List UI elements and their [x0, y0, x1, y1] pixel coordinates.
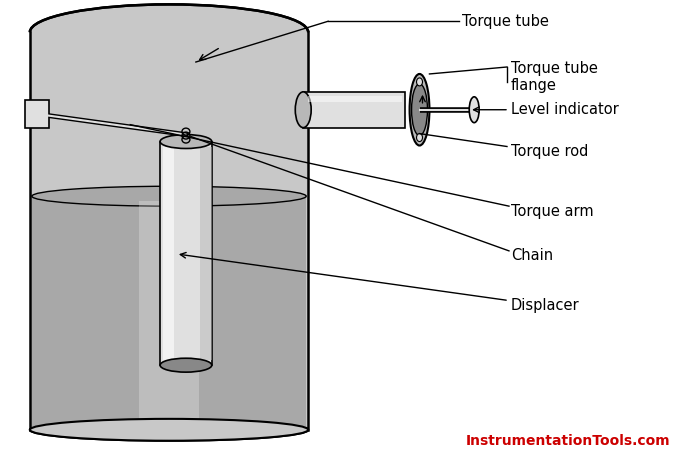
- Ellipse shape: [411, 84, 428, 136]
- Ellipse shape: [30, 4, 308, 60]
- Ellipse shape: [30, 419, 308, 441]
- Ellipse shape: [160, 135, 212, 148]
- Text: Torque tube: Torque tube: [462, 14, 549, 29]
- Ellipse shape: [295, 92, 311, 128]
- Polygon shape: [200, 147, 212, 360]
- Polygon shape: [32, 196, 306, 430]
- Polygon shape: [304, 92, 405, 128]
- Text: InstrumentationTools.com: InstrumentationTools.com: [465, 434, 670, 448]
- Polygon shape: [25, 100, 49, 128]
- Text: Chain: Chain: [511, 248, 553, 263]
- Polygon shape: [30, 32, 308, 430]
- Text: Torque arm: Torque arm: [511, 204, 593, 219]
- Ellipse shape: [469, 97, 479, 123]
- Ellipse shape: [416, 78, 422, 86]
- Text: Torque tube
flange: Torque tube flange: [511, 61, 598, 93]
- Ellipse shape: [30, 419, 308, 441]
- Ellipse shape: [416, 134, 422, 142]
- Ellipse shape: [160, 358, 212, 372]
- Ellipse shape: [32, 186, 306, 206]
- Text: Torque rod: Torque rod: [511, 144, 588, 159]
- Ellipse shape: [409, 74, 429, 146]
- Polygon shape: [160, 142, 212, 365]
- Polygon shape: [139, 201, 199, 425]
- Text: Displacer: Displacer: [511, 298, 580, 313]
- Polygon shape: [163, 147, 174, 360]
- Text: Level indicator: Level indicator: [511, 102, 619, 117]
- Polygon shape: [308, 96, 401, 102]
